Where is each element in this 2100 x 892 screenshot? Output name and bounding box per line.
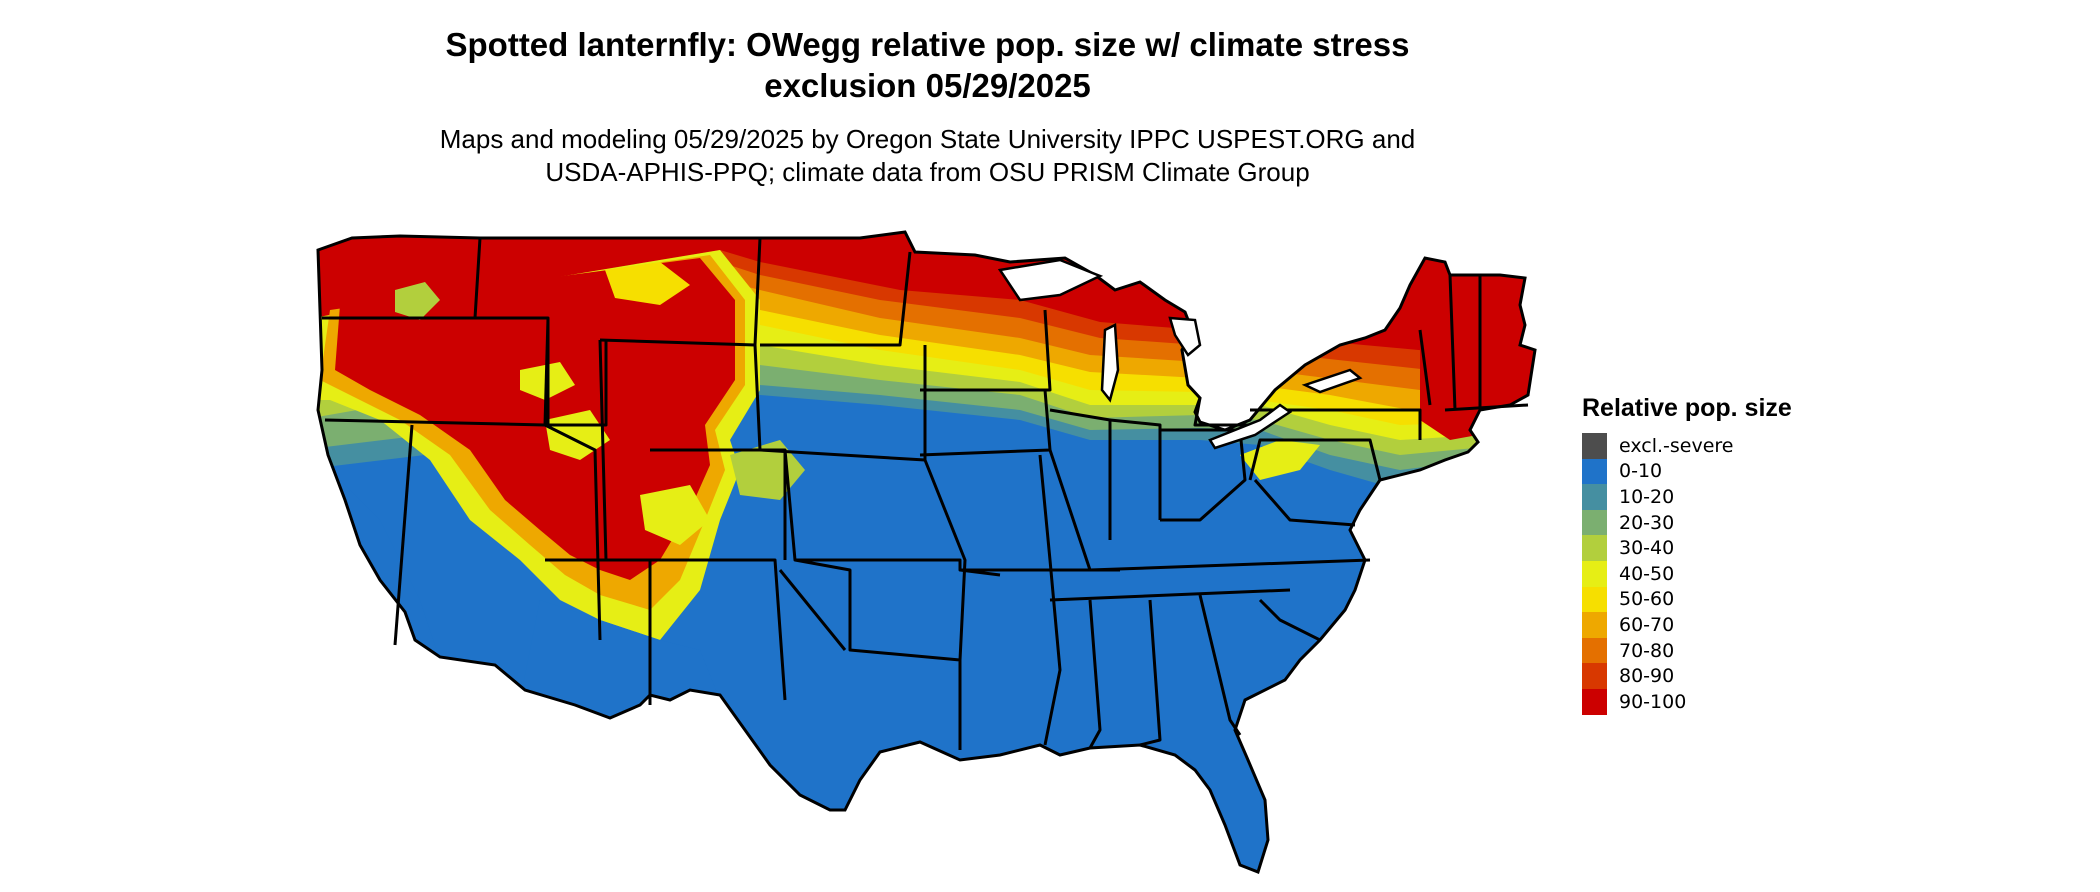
- legend-swatch: [1582, 586, 1607, 613]
- legend-swatch: [1582, 484, 1607, 510]
- legend-label: 70-80: [1619, 639, 1675, 662]
- legend-item: 60-70: [1582, 612, 1792, 638]
- legend-item: 0-10: [1582, 458, 1792, 485]
- map-title: Spotted lanternfly: OWegg relative pop. …: [0, 24, 1855, 106]
- legend-item: 10-20: [1582, 484, 1792, 510]
- legend-swatch: [1582, 433, 1607, 459]
- legend-swatch: [1582, 637, 1607, 664]
- legend-item: 50-60: [1582, 586, 1792, 613]
- legend-swatch: [1582, 612, 1607, 638]
- legend-swatch: [1582, 663, 1607, 689]
- legend-label: 40-50: [1619, 562, 1675, 585]
- legend-swatch: [1582, 560, 1607, 587]
- legend-label: 0-10: [1619, 460, 1663, 483]
- map-subtitle: Maps and modeling 05/29/2025 by Oregon S…: [0, 123, 1855, 189]
- legend-label: excl.-severe: [1619, 434, 1734, 457]
- legend-swatch: [1582, 509, 1607, 536]
- legend-item: 80-90: [1582, 663, 1792, 689]
- legend-item: 90-100: [1582, 688, 1792, 715]
- title-line-1: Spotted lanternfly: OWegg relative pop. …: [445, 26, 1410, 63]
- subtitle-line-1: Maps and modeling 05/29/2025 by Oregon S…: [439, 124, 1416, 154]
- legend-label: 10-20: [1619, 485, 1675, 508]
- legend-label: 50-60: [1619, 588, 1675, 611]
- legend-item: excl.-severe: [1582, 433, 1792, 459]
- legend-label: 20-30: [1619, 511, 1675, 534]
- title-line-2: exclusion 05/29/2025: [764, 67, 1091, 104]
- legend-swatch: [1582, 688, 1607, 715]
- legend-items: excl.-severe 0-10 10-20 20-30 30-40 40-50 50-6…: [1582, 433, 1792, 715]
- legend-swatch: [1582, 535, 1607, 561]
- legend-item: 20-30: [1582, 509, 1792, 536]
- legend-item: 40-50: [1582, 560, 1792, 587]
- legend-item: 30-40: [1582, 535, 1792, 561]
- legend-swatch: [1582, 458, 1607, 485]
- legend: Relative pop. size excl.-severe 0-10 10-20…: [1582, 393, 1792, 715]
- subtitle-line-2: USDA-APHIS-PPQ; climate data from OSU PR…: [545, 157, 1310, 187]
- legend-label: 90-100: [1619, 690, 1687, 713]
- legend-title: Relative pop. size: [1582, 394, 1792, 422]
- legend-label: 80-90: [1619, 665, 1675, 688]
- legend-item: 70-80: [1582, 637, 1792, 664]
- legend-label: 30-40: [1619, 537, 1675, 560]
- legend-label: 60-70: [1619, 613, 1675, 636]
